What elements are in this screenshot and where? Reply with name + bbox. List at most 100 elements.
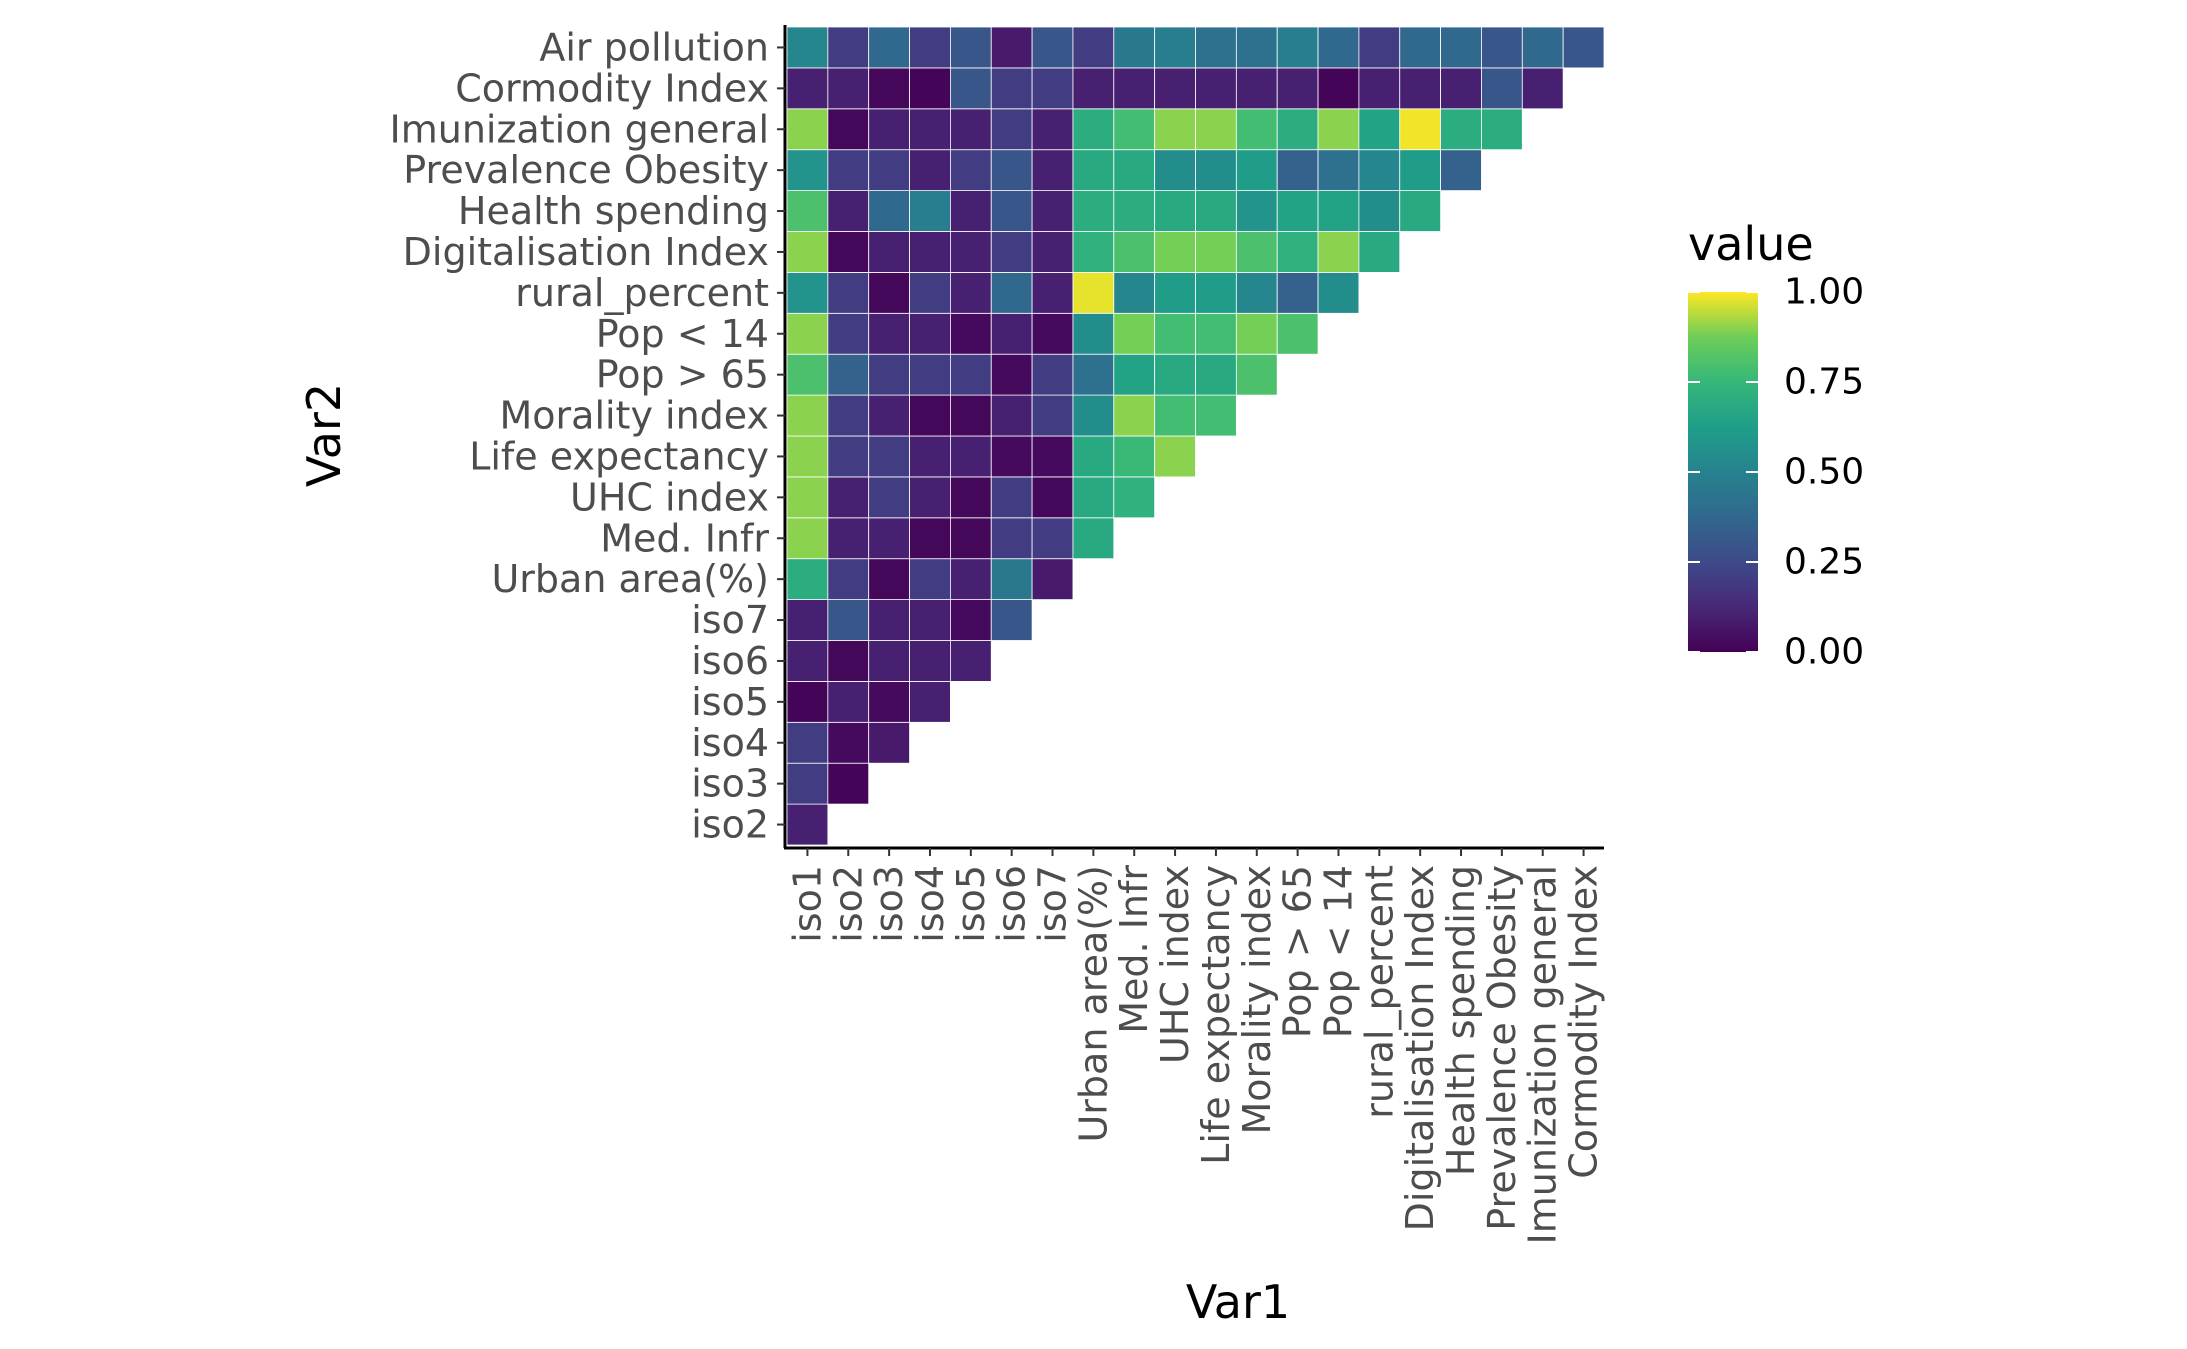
heatmap-cell <box>1235 271 1278 314</box>
heatmap-cell <box>1235 312 1278 355</box>
heatmap-cell <box>1440 67 1482 110</box>
heatmap-cell <box>990 271 1033 314</box>
heatmap-cell <box>1072 517 1115 560</box>
heatmap-cell <box>1072 149 1115 191</box>
heatmap-cell <box>950 271 992 314</box>
heatmap-cell <box>950 599 992 641</box>
heatmap-cell <box>990 599 1033 641</box>
heatmap-cell <box>868 721 910 764</box>
y-tick-label: Med. Infr <box>600 516 769 560</box>
heatmap-cell <box>1113 231 1156 273</box>
legend-tick-label: 0.75 <box>1784 362 1864 403</box>
y-tick-label: iso2 <box>691 803 769 847</box>
heatmap-cell <box>1154 190 1196 232</box>
heatmap-cell <box>1276 149 1319 191</box>
heatmap-cell <box>1154 67 1196 110</box>
heatmap-cell <box>909 681 951 723</box>
heatmap-cell <box>1440 26 1482 69</box>
heatmap-cell <box>950 190 992 232</box>
heatmap-cell <box>786 190 829 232</box>
y-tick-label: Life expectancy <box>469 434 769 478</box>
heatmap-cell <box>1154 26 1196 69</box>
heatmap-cell <box>1072 476 1115 519</box>
heatmap-cell <box>950 353 992 396</box>
y-axis-title: Var2 <box>297 383 351 487</box>
heatmap-cell <box>827 517 870 560</box>
heatmap-cell <box>1031 108 1074 151</box>
y-tick-label: Air pollution <box>539 25 769 69</box>
heatmap-cell <box>950 558 992 601</box>
heatmap-cell <box>786 640 829 682</box>
heatmap-cell <box>1235 190 1278 232</box>
x-tick-label: Med. Infr <box>1112 865 1156 1034</box>
heatmap-cell <box>990 517 1033 560</box>
heatmap-cell <box>1358 108 1401 151</box>
y-tick-label: Health spending <box>458 189 769 233</box>
heatmap-cell <box>1399 67 1441 110</box>
y-tick-label: UHC index <box>570 475 769 519</box>
legend-ticks: 0.00 0.25 0.50 0.75 1.00 <box>1688 272 1864 673</box>
heatmap-cell <box>1399 190 1441 232</box>
heatmap-cell <box>1113 312 1156 355</box>
heatmap-cell <box>868 558 910 601</box>
heatmap-cell <box>1154 312 1196 355</box>
heatmap-cell <box>990 435 1033 478</box>
heatmap-cell <box>1154 435 1196 478</box>
heatmap-cell <box>786 476 829 519</box>
x-tick-label: Pop > 65 <box>1276 865 1320 1038</box>
heatmap-cell <box>1113 108 1156 151</box>
heatmap-cell <box>868 190 910 232</box>
heatmap-cell <box>990 394 1033 437</box>
heatmap-cell <box>1235 67 1278 110</box>
heatmap-cell <box>909 558 951 601</box>
heatmap-cell <box>1235 353 1278 396</box>
heatmap-cell <box>950 231 992 273</box>
heatmap-cell <box>1072 108 1115 151</box>
x-tick-label: Life expectancy <box>1194 865 1238 1165</box>
heatmap-cell <box>950 435 992 478</box>
heatmap-cell <box>1235 108 1278 151</box>
heatmap-cell <box>1276 26 1319 69</box>
heatmap-cell <box>827 558 870 601</box>
heatmap-cell <box>950 394 992 437</box>
heatmap-cell <box>990 353 1033 396</box>
heatmap-cell <box>827 67 870 110</box>
heatmap-cell <box>1154 394 1196 437</box>
x-tick-label: iso3 <box>867 865 911 943</box>
heatmap-cell <box>1399 26 1441 69</box>
legend-tick-label: 1.00 <box>1784 272 1864 313</box>
y-tick-label: rural_percent <box>515 271 769 315</box>
heatmap-cell <box>909 435 951 478</box>
x-tick-label: iso6 <box>990 865 1034 943</box>
heatmap-cell <box>827 599 870 641</box>
heatmap-cell <box>1113 271 1156 314</box>
heatmap-cell <box>786 721 829 764</box>
heatmap-cell <box>1154 271 1196 314</box>
heatmap-cell <box>1562 26 1605 69</box>
heatmap-cell <box>1317 271 1360 314</box>
heatmap-cells <box>786 26 1605 846</box>
heatmap-cell <box>1358 149 1401 191</box>
legend-tick-label: 0.50 <box>1784 452 1864 493</box>
heatmap-cell <box>1195 149 1237 191</box>
heatmap-cell <box>827 149 870 191</box>
heatmap-cell <box>868 67 910 110</box>
heatmap-cell <box>868 231 910 273</box>
heatmap-cell <box>1031 558 1074 601</box>
heatmap-cell <box>1195 231 1237 273</box>
heatmap-cell <box>827 721 870 764</box>
heatmap-cell <box>786 271 829 314</box>
heatmap-cell <box>1195 271 1237 314</box>
heatmap-cell <box>950 476 992 519</box>
y-tick-label: Pop < 14 <box>596 312 769 356</box>
heatmap-cell <box>868 312 910 355</box>
heatmap-cell <box>950 517 992 560</box>
heatmap-cell <box>1195 190 1237 232</box>
heatmap-cell <box>1276 312 1319 355</box>
heatmap-cell <box>1276 108 1319 151</box>
heatmap-cell <box>786 353 829 396</box>
heatmap-cell <box>786 681 829 723</box>
heatmap-cell <box>1358 231 1401 273</box>
heatmap-cell <box>1521 67 1564 110</box>
